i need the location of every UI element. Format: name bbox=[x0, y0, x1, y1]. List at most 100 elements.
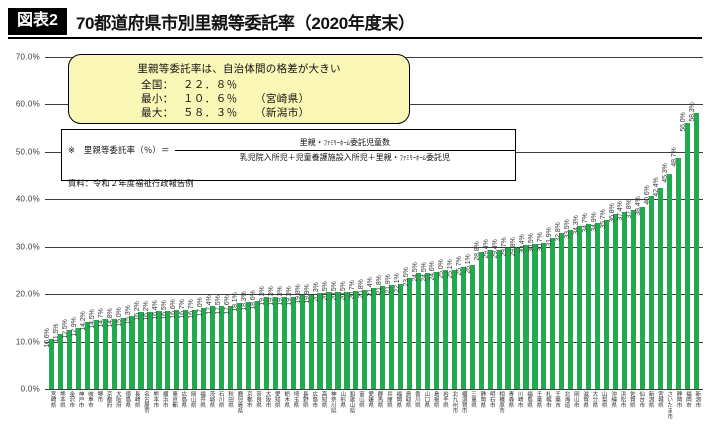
bar[interactable]: 29.4% bbox=[483, 239, 493, 389]
bar[interactable]: 31.9% bbox=[546, 227, 556, 389]
bar[interactable]: 23.5% bbox=[403, 267, 413, 389]
bar[interactable]: 19.3% bbox=[286, 287, 296, 389]
bar-item[interactable]: 31.9% bbox=[546, 57, 557, 389]
bar-item[interactable]: 30.5% bbox=[528, 57, 539, 389]
bar[interactable]: 36.8% bbox=[609, 204, 619, 389]
bar[interactable]: 37.4% bbox=[617, 201, 628, 389]
bar[interactable]: 19.8% bbox=[295, 284, 305, 389]
bar-item[interactable]: 40.6% bbox=[644, 57, 656, 389]
bar-item[interactable]: 29.7% bbox=[501, 57, 513, 389]
bar[interactable]: 25.1% bbox=[447, 259, 457, 389]
bar-item[interactable]: 45.3% bbox=[662, 57, 674, 389]
bar-item[interactable]: 58.3% bbox=[689, 57, 701, 389]
bar-item[interactable]: 19.9% bbox=[304, 57, 316, 389]
bar[interactable]: 22.1% bbox=[394, 274, 404, 389]
bar-item[interactable]: 20.5% bbox=[331, 57, 343, 389]
bar-item[interactable]: 14.5% bbox=[89, 57, 101, 389]
bar-item[interactable]: 21.9% bbox=[385, 57, 396, 389]
bar-item[interactable]: 22.1% bbox=[394, 57, 405, 389]
bar-item[interactable]: 11.5% bbox=[53, 57, 65, 389]
bar[interactable]: 20.8% bbox=[358, 280, 368, 389]
bar-item[interactable]: 14.8% bbox=[107, 57, 119, 389]
bar-item[interactable]: 35.7% bbox=[600, 57, 611, 389]
bar[interactable]: 20.5% bbox=[331, 281, 341, 389]
bar[interactable]: 34.7% bbox=[582, 214, 592, 389]
bar[interactable]: 20.7% bbox=[349, 280, 359, 389]
bar[interactable]: 28.8% bbox=[474, 242, 484, 389]
bar-item[interactable]: 21.4% bbox=[367, 57, 378, 389]
bar-item[interactable]: 25.7% bbox=[456, 57, 468, 389]
bar[interactable]: 24.5% bbox=[412, 262, 422, 389]
bar[interactable]: 30.5% bbox=[528, 234, 538, 389]
bar-item[interactable]: 34.9% bbox=[591, 57, 602, 389]
bar[interactable]: 45.3% bbox=[662, 163, 672, 389]
bar-item[interactable]: 34.3% bbox=[573, 57, 584, 389]
bar-item[interactable]: 16.4% bbox=[152, 57, 163, 389]
bar-item[interactable]: 20.7% bbox=[349, 57, 360, 389]
bar-item[interactable]: 56.0% bbox=[680, 57, 692, 389]
bar-item[interactable]: 16.6% bbox=[170, 57, 181, 389]
bar-item[interactable]: 19.3% bbox=[286, 57, 298, 389]
bar-item[interactable]: 36.8% bbox=[609, 57, 620, 389]
bar[interactable]: 12.9% bbox=[71, 317, 81, 389]
bar[interactable]: 32.8% bbox=[555, 223, 565, 389]
bar-item[interactable]: 26.1% bbox=[465, 57, 477, 389]
bar[interactable]: 24.5% bbox=[421, 262, 431, 389]
bar-item[interactable]: 24.5% bbox=[412, 57, 423, 389]
bar[interactable]: 16.7% bbox=[188, 299, 198, 389]
bar[interactable]: 19.3% bbox=[277, 287, 287, 389]
bar-item[interactable]: 16.2% bbox=[134, 57, 146, 389]
bar[interactable]: 40.6% bbox=[644, 186, 654, 389]
bar[interactable]: 14.5% bbox=[89, 310, 99, 389]
bar-item[interactable]: 19.3% bbox=[268, 57, 280, 389]
bar[interactable]: 14.2% bbox=[80, 311, 90, 389]
bar-item[interactable]: 12.9% bbox=[71, 57, 83, 389]
bar-item[interactable]: 34.7% bbox=[582, 57, 593, 389]
bar-item[interactable]: 16.5% bbox=[161, 57, 172, 389]
bar-item[interactable]: 17.5% bbox=[215, 57, 226, 389]
bar-item[interactable]: 48.7% bbox=[671, 57, 683, 389]
bar-item[interactable]: 14.7% bbox=[98, 57, 110, 389]
bar-item[interactable]: 33.5% bbox=[564, 57, 575, 389]
bar[interactable]: 17.5% bbox=[215, 295, 225, 389]
bar-item[interactable]: 29.4% bbox=[483, 57, 495, 389]
bar-item[interactable]: 25.1% bbox=[447, 57, 459, 389]
bar[interactable]: 19.3% bbox=[259, 287, 269, 389]
bar[interactable]: 15.0% bbox=[116, 307, 126, 389]
bar-item[interactable]: 38.4% bbox=[635, 57, 647, 389]
bar[interactable]: 18.1% bbox=[232, 292, 243, 389]
bar[interactable]: 11.5% bbox=[53, 324, 64, 389]
bar[interactable]: 48.7% bbox=[671, 147, 681, 389]
bar-item[interactable]: 15.3% bbox=[125, 57, 137, 389]
bar[interactable]: 25.0% bbox=[438, 260, 448, 389]
bar[interactable]: 10.6% bbox=[44, 328, 55, 389]
bar[interactable]: 38.4% bbox=[635, 196, 645, 389]
bar[interactable]: 21.9% bbox=[385, 274, 395, 389]
bar[interactable]: 34.9% bbox=[591, 213, 601, 389]
bar[interactable]: 30.7% bbox=[537, 233, 547, 389]
bar-item[interactable]: 18.6% bbox=[250, 57, 262, 389]
bar[interactable]: 34.3% bbox=[573, 216, 583, 389]
bar[interactable]: 33.5% bbox=[564, 219, 574, 389]
bar-item[interactable]: 17.0% bbox=[197, 57, 208, 389]
bar-item[interactable]: 21.8% bbox=[376, 57, 387, 389]
bar-item[interactable]: 19.3% bbox=[259, 57, 271, 389]
bar-item[interactable]: 29.8% bbox=[510, 57, 522, 389]
bar[interactable]: 37.8% bbox=[626, 199, 637, 389]
bar[interactable]: 20.3% bbox=[313, 282, 323, 389]
bar[interactable]: 17.4% bbox=[206, 296, 216, 389]
bar[interactable]: 25.7% bbox=[456, 256, 466, 389]
bar-item[interactable]: 24.6% bbox=[429, 57, 441, 389]
bar-item[interactable]: 20.5% bbox=[340, 57, 351, 389]
bar-item[interactable]: 17.6% bbox=[224, 57, 235, 389]
bar[interactable]: 14.8% bbox=[107, 308, 117, 389]
bar-item[interactable]: 15.0% bbox=[116, 57, 128, 389]
bar[interactable]: 17.0% bbox=[197, 298, 207, 389]
bar[interactable]: 21.4% bbox=[367, 277, 377, 389]
bar[interactable]: 17.6% bbox=[224, 295, 234, 389]
bar-item[interactable]: 20.5% bbox=[322, 57, 334, 389]
bar[interactable]: 42.4% bbox=[653, 177, 663, 389]
bar[interactable]: 19.3% bbox=[268, 287, 278, 389]
bar-item[interactable]: 32.8% bbox=[555, 57, 566, 389]
bar-item[interactable]: 24.5% bbox=[421, 57, 432, 389]
